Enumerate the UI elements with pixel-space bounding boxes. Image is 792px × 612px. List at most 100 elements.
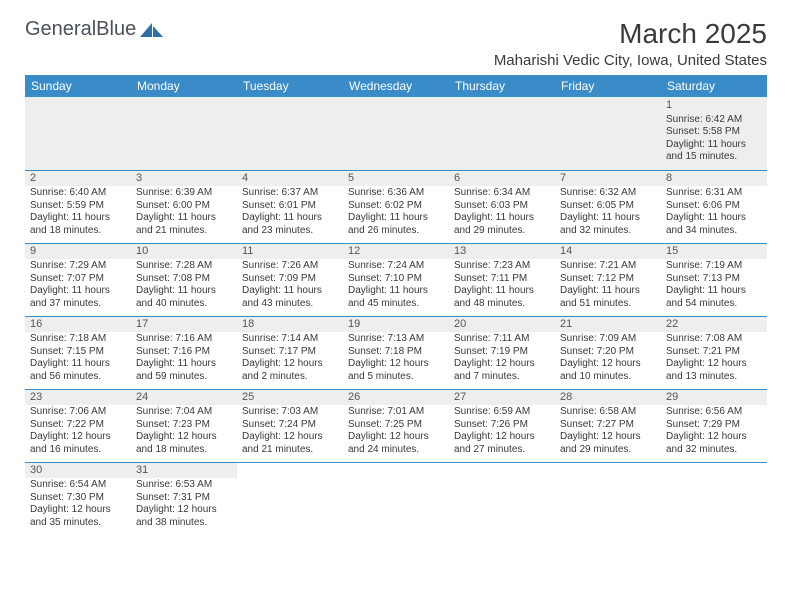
daylight-line: Daylight: 11 hours and 34 minutes. xyxy=(666,212,762,237)
calendar-day-cell xyxy=(555,462,661,535)
daylight-line: Daylight: 12 hours and 27 minutes. xyxy=(454,431,550,456)
calendar-day-cell xyxy=(449,462,555,535)
calendar-day-cell xyxy=(661,462,767,535)
daylight-line: Daylight: 12 hours and 24 minutes. xyxy=(348,431,444,456)
sunrise-line: Sunrise: 6:42 AM xyxy=(666,114,762,127)
calendar-day-cell: 14Sunrise: 7:21 AMSunset: 7:12 PMDayligh… xyxy=(555,243,661,316)
sunrise-line: Sunrise: 6:59 AM xyxy=(454,406,550,419)
sunrise-line: Sunrise: 6:34 AM xyxy=(454,187,550,200)
daylight-line: Daylight: 11 hours and 32 minutes. xyxy=(560,212,656,237)
day-number: 8 xyxy=(661,171,767,187)
sunset-line: Sunset: 6:00 PM xyxy=(136,200,232,213)
calendar-week-row: 23Sunrise: 7:06 AMSunset: 7:22 PMDayligh… xyxy=(25,389,767,462)
calendar-day-cell: 2Sunrise: 6:40 AMSunset: 5:59 PMDaylight… xyxy=(25,170,131,243)
calendar-day-cell: 23Sunrise: 7:06 AMSunset: 7:22 PMDayligh… xyxy=(25,389,131,462)
sunset-line: Sunset: 7:25 PM xyxy=(348,419,444,432)
calendar-day-cell: 5Sunrise: 6:36 AMSunset: 6:02 PMDaylight… xyxy=(343,170,449,243)
calendar-day-cell: 22Sunrise: 7:08 AMSunset: 7:21 PMDayligh… xyxy=(661,316,767,389)
calendar-day-cell: 27Sunrise: 6:59 AMSunset: 7:26 PMDayligh… xyxy=(449,389,555,462)
sunrise-line: Sunrise: 6:39 AM xyxy=(136,187,232,200)
day-number: 19 xyxy=(343,317,449,333)
day-number: 11 xyxy=(237,244,343,260)
daylight-line: Daylight: 12 hours and 38 minutes. xyxy=(136,504,232,529)
day-number: 6 xyxy=(449,171,555,187)
day-number: 27 xyxy=(449,390,555,406)
sunrise-line: Sunrise: 7:29 AM xyxy=(30,260,126,273)
sunset-line: Sunset: 7:17 PM xyxy=(242,346,338,359)
sunrise-line: Sunrise: 7:13 AM xyxy=(348,333,444,346)
calendar-week-row: 30Sunrise: 6:54 AMSunset: 7:30 PMDayligh… xyxy=(25,462,767,535)
day-number: 17 xyxy=(131,317,237,333)
calendar-day-cell: 6Sunrise: 6:34 AMSunset: 6:03 PMDaylight… xyxy=(449,170,555,243)
sunrise-line: Sunrise: 6:40 AM xyxy=(30,187,126,200)
daylight-line: Daylight: 11 hours and 56 minutes. xyxy=(30,358,126,383)
calendar-day-cell: 28Sunrise: 6:58 AMSunset: 7:27 PMDayligh… xyxy=(555,389,661,462)
calendar-day-cell: 13Sunrise: 7:23 AMSunset: 7:11 PMDayligh… xyxy=(449,243,555,316)
sunset-line: Sunset: 7:18 PM xyxy=(348,346,444,359)
day-number: 4 xyxy=(237,171,343,187)
sunset-line: Sunset: 7:15 PM xyxy=(30,346,126,359)
sunrise-line: Sunrise: 7:01 AM xyxy=(348,406,444,419)
sunrise-line: Sunrise: 7:24 AM xyxy=(348,260,444,273)
sunset-line: Sunset: 5:58 PM xyxy=(666,126,762,139)
sunrise-line: Sunrise: 7:16 AM xyxy=(136,333,232,346)
calendar-day-cell xyxy=(237,462,343,535)
logo-text-general: General xyxy=(25,18,96,41)
daylight-line: Daylight: 12 hours and 32 minutes. xyxy=(666,431,762,456)
calendar-week-row: 1Sunrise: 6:42 AMSunset: 5:58 PMDaylight… xyxy=(25,97,767,170)
calendar-day-cell: 16Sunrise: 7:18 AMSunset: 7:15 PMDayligh… xyxy=(25,316,131,389)
sunrise-line: Sunrise: 6:37 AM xyxy=(242,187,338,200)
day-number: 20 xyxy=(449,317,555,333)
daylight-line: Daylight: 12 hours and 16 minutes. xyxy=(30,431,126,456)
sunrise-line: Sunrise: 7:28 AM xyxy=(136,260,232,273)
sunset-line: Sunset: 7:12 PM xyxy=(560,273,656,286)
sunset-line: Sunset: 7:11 PM xyxy=(454,273,550,286)
sunset-line: Sunset: 7:31 PM xyxy=(136,492,232,505)
calendar-day-cell: 18Sunrise: 7:14 AMSunset: 7:17 PMDayligh… xyxy=(237,316,343,389)
sunrise-line: Sunrise: 6:31 AM xyxy=(666,187,762,200)
calendar-day-cell: 26Sunrise: 7:01 AMSunset: 7:25 PMDayligh… xyxy=(343,389,449,462)
logo: GeneralBlue xyxy=(25,18,166,41)
day-number: 2 xyxy=(25,171,131,187)
weekday-header: Thursday xyxy=(449,75,555,97)
sunrise-line: Sunrise: 7:09 AM xyxy=(560,333,656,346)
day-number: 7 xyxy=(555,171,661,187)
location-text: Maharishi Vedic City, Iowa, United State… xyxy=(494,52,767,69)
daylight-line: Daylight: 11 hours and 21 minutes. xyxy=(136,212,232,237)
calendar-body: 1Sunrise: 6:42 AMSunset: 5:58 PMDaylight… xyxy=(25,97,767,535)
sunset-line: Sunset: 7:24 PM xyxy=(242,419,338,432)
sunset-line: Sunset: 5:59 PM xyxy=(30,200,126,213)
sunset-line: Sunset: 7:29 PM xyxy=(666,419,762,432)
daylight-line: Daylight: 12 hours and 5 minutes. xyxy=(348,358,444,383)
day-number: 9 xyxy=(25,244,131,260)
sunrise-line: Sunrise: 6:32 AM xyxy=(560,187,656,200)
day-number: 15 xyxy=(661,244,767,260)
day-number: 25 xyxy=(237,390,343,406)
sunrise-line: Sunrise: 6:36 AM xyxy=(348,187,444,200)
sunset-line: Sunset: 6:03 PM xyxy=(454,200,550,213)
sunrise-line: Sunrise: 7:19 AM xyxy=(666,260,762,273)
calendar-day-cell xyxy=(25,97,131,170)
daylight-line: Daylight: 11 hours and 43 minutes. xyxy=(242,285,338,310)
daylight-line: Daylight: 12 hours and 13 minutes. xyxy=(666,358,762,383)
weekday-header: Saturday xyxy=(661,75,767,97)
sunset-line: Sunset: 6:01 PM xyxy=(242,200,338,213)
sunset-line: Sunset: 6:06 PM xyxy=(666,200,762,213)
sunset-line: Sunset: 7:09 PM xyxy=(242,273,338,286)
weekday-header: Friday xyxy=(555,75,661,97)
calendar-week-row: 9Sunrise: 7:29 AMSunset: 7:07 PMDaylight… xyxy=(25,243,767,316)
calendar-day-cell: 19Sunrise: 7:13 AMSunset: 7:18 PMDayligh… xyxy=(343,316,449,389)
day-number: 10 xyxy=(131,244,237,260)
calendar-day-cell: 4Sunrise: 6:37 AMSunset: 6:01 PMDaylight… xyxy=(237,170,343,243)
daylight-line: Daylight: 11 hours and 45 minutes. xyxy=(348,285,444,310)
calendar-day-cell: 30Sunrise: 6:54 AMSunset: 7:30 PMDayligh… xyxy=(25,462,131,535)
day-number: 13 xyxy=(449,244,555,260)
calendar-day-cell: 20Sunrise: 7:11 AMSunset: 7:19 PMDayligh… xyxy=(449,316,555,389)
daylight-line: Daylight: 12 hours and 35 minutes. xyxy=(30,504,126,529)
calendar-day-cell: 29Sunrise: 6:56 AMSunset: 7:29 PMDayligh… xyxy=(661,389,767,462)
sunset-line: Sunset: 7:19 PM xyxy=(454,346,550,359)
calendar-day-cell xyxy=(343,462,449,535)
calendar-week-row: 2Sunrise: 6:40 AMSunset: 5:59 PM Daylight… xyxy=(25,170,767,243)
day-number: 29 xyxy=(661,390,767,406)
daylight-line: Daylight: 12 hours and 21 minutes. xyxy=(242,431,338,456)
